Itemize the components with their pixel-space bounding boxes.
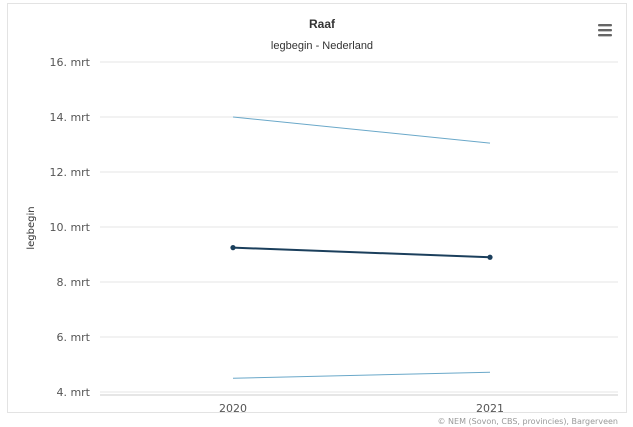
data-point[interactable] xyxy=(230,245,236,251)
y-tick-label: 10. mrt xyxy=(49,221,90,234)
y-axis-ticks: 4. mrt 6. mrt 8. mrt 10. mrt 12. mrt 14. mrt 1… xyxy=(49,56,90,399)
series-line-2[interactable] xyxy=(232,246,491,259)
series-lines xyxy=(230,116,493,379)
grid-lines xyxy=(100,61,618,393)
chart-credit[interactable]: © NEM (Sovon, CBS, provincies), Bargerve… xyxy=(437,417,618,426)
y-axis-title: legbegin xyxy=(26,206,37,249)
y-tick-label: 4. mrt xyxy=(56,386,90,399)
series-line-1[interactable] xyxy=(232,116,491,144)
y-tick-label: 6. mrt xyxy=(56,331,90,344)
y-tick-label: 14. mrt xyxy=(49,111,90,124)
y-tick-label: 8. mrt xyxy=(56,276,90,289)
hamburger-menu-icon[interactable] xyxy=(597,22,613,38)
data-point[interactable] xyxy=(487,254,493,260)
chart-frame xyxy=(7,3,627,413)
y-tick-label: 16. mrt xyxy=(49,56,90,69)
y-tick-label: 12. mrt xyxy=(49,166,90,179)
chart-subtitle: legbegin - Nederland xyxy=(271,40,373,52)
x-tick-label: 2020 xyxy=(219,402,247,415)
series-line-3[interactable] xyxy=(232,371,491,379)
x-tick-label: 2021 xyxy=(476,402,504,415)
chart-title: Raaf xyxy=(309,17,336,31)
x-axis-ticks: 2020 2021 xyxy=(219,402,504,415)
